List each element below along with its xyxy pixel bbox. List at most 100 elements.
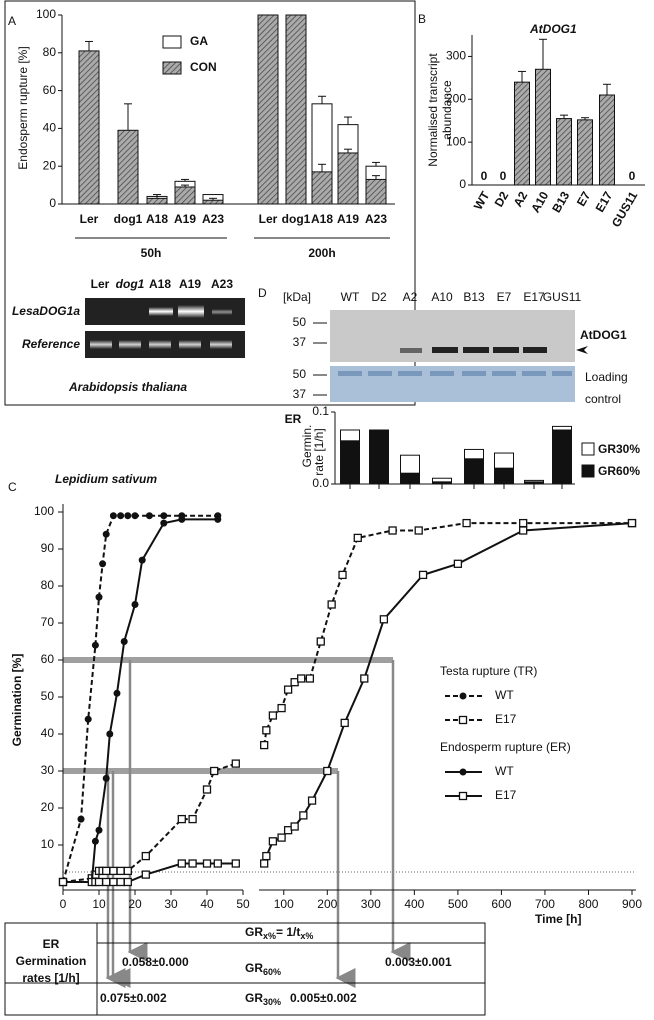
point bbox=[106, 730, 114, 738]
point bbox=[178, 515, 186, 523]
rate-label-main: GR bbox=[245, 961, 263, 975]
lane-label: E7 bbox=[497, 290, 512, 304]
error-bar bbox=[603, 83, 611, 95]
point bbox=[177, 814, 186, 824]
point bbox=[141, 851, 150, 861]
chart-title: AtDOG1 bbox=[529, 22, 577, 36]
y-tick-label: 60 bbox=[41, 652, 55, 666]
point bbox=[360, 674, 369, 683]
point bbox=[290, 822, 299, 831]
legend-marker bbox=[459, 692, 467, 700]
point bbox=[338, 570, 347, 580]
y-tick-label: 20 bbox=[43, 158, 57, 172]
marker-label: 50 bbox=[293, 315, 307, 329]
error-bar bbox=[209, 197, 217, 201]
x-tick-label: A19 bbox=[174, 212, 196, 226]
legend-label: WT bbox=[495, 688, 514, 702]
error-bar bbox=[181, 178, 189, 182]
point bbox=[262, 726, 271, 735]
x-tick-label: 0 bbox=[60, 897, 67, 911]
y-tick-label: 0 bbox=[459, 177, 466, 191]
gel-lane-label: A18 bbox=[149, 277, 171, 291]
point bbox=[117, 512, 125, 520]
rate-label-main: GR bbox=[245, 991, 263, 1005]
y-tick-label: 90 bbox=[41, 541, 55, 555]
point bbox=[353, 533, 362, 543]
x-tick-label: 10 bbox=[92, 897, 106, 911]
point bbox=[109, 877, 118, 887]
bar bbox=[400, 472, 420, 485]
gel-caption: Arabidopsis thaliana bbox=[68, 380, 187, 394]
point bbox=[307, 796, 317, 805]
point bbox=[340, 718, 349, 728]
y-axis-label: Germin. bbox=[300, 425, 314, 468]
point bbox=[462, 518, 471, 528]
gel-lane-label: A23 bbox=[211, 277, 233, 291]
bar bbox=[552, 429, 572, 485]
gel-lane-label: A19 bbox=[179, 277, 201, 291]
marker-label: 50 bbox=[293, 367, 307, 381]
point bbox=[77, 815, 85, 823]
legend-label: WT bbox=[495, 764, 514, 778]
legend-group: Endosperm rupture (ER) bbox=[440, 740, 571, 754]
point bbox=[316, 637, 325, 646]
point bbox=[138, 556, 146, 564]
y-tick-label: 30 bbox=[41, 763, 55, 777]
point bbox=[260, 859, 269, 868]
marker-label: 37 bbox=[293, 335, 307, 349]
legend-label: E17 bbox=[495, 712, 517, 726]
y-tick-label: 100 bbox=[36, 7, 56, 21]
rate-label: GR60% bbox=[245, 961, 281, 977]
y-tick-label: 200 bbox=[446, 91, 466, 105]
point bbox=[268, 711, 278, 720]
point bbox=[177, 859, 186, 868]
x-tick-label: 400 bbox=[404, 897, 424, 911]
error-bar bbox=[560, 114, 568, 119]
point bbox=[116, 866, 125, 876]
point bbox=[131, 512, 139, 520]
point bbox=[102, 530, 110, 538]
x-tick-label: WT bbox=[471, 189, 493, 213]
x-tick-label: A2 bbox=[511, 189, 531, 210]
x-tick-label: A10 bbox=[528, 189, 551, 215]
point bbox=[202, 785, 212, 794]
point bbox=[120, 638, 128, 645]
point bbox=[188, 859, 197, 868]
y-tick-label: 100 bbox=[34, 504, 54, 518]
bar bbox=[202, 199, 224, 205]
bar bbox=[464, 458, 484, 485]
bar bbox=[494, 467, 514, 485]
point bbox=[418, 570, 428, 580]
legend-swatch bbox=[581, 464, 595, 478]
point bbox=[102, 866, 111, 876]
point bbox=[58, 877, 68, 887]
error-bar bbox=[372, 175, 380, 180]
y-axis-label: Germination [%] bbox=[10, 654, 24, 747]
point bbox=[113, 689, 121, 697]
lane-label: GUS11 bbox=[543, 290, 582, 304]
y-axis-label: Endosperm rupture [%] bbox=[16, 46, 30, 169]
control-label: Loading bbox=[585, 370, 628, 384]
y-tick-label: 0.1 bbox=[312, 404, 329, 418]
bar bbox=[535, 68, 551, 186]
point bbox=[123, 877, 132, 887]
point bbox=[95, 593, 103, 601]
legend-marker bbox=[459, 768, 467, 776]
x-tick-label: B13 bbox=[549, 189, 572, 215]
legend-marker bbox=[458, 791, 468, 801]
x-tick-label: 200 bbox=[317, 897, 337, 911]
loading-bands bbox=[338, 371, 572, 376]
y-tick-label: 60 bbox=[43, 83, 57, 97]
point bbox=[102, 877, 111, 887]
panel-label: C bbox=[8, 480, 17, 494]
unit-label: [kDa] bbox=[283, 290, 311, 304]
gel-lane-label: Ler bbox=[91, 277, 110, 291]
series-line bbox=[63, 522, 633, 883]
table-header: rates [1/h] bbox=[22, 971, 79, 985]
point bbox=[305, 674, 315, 683]
x-tick-label: 300 bbox=[361, 897, 381, 911]
x-tick-label: 100 bbox=[274, 897, 294, 911]
x-tick-label: dog1 bbox=[114, 212, 143, 226]
value-label: 0 bbox=[629, 169, 636, 183]
point bbox=[210, 766, 219, 776]
